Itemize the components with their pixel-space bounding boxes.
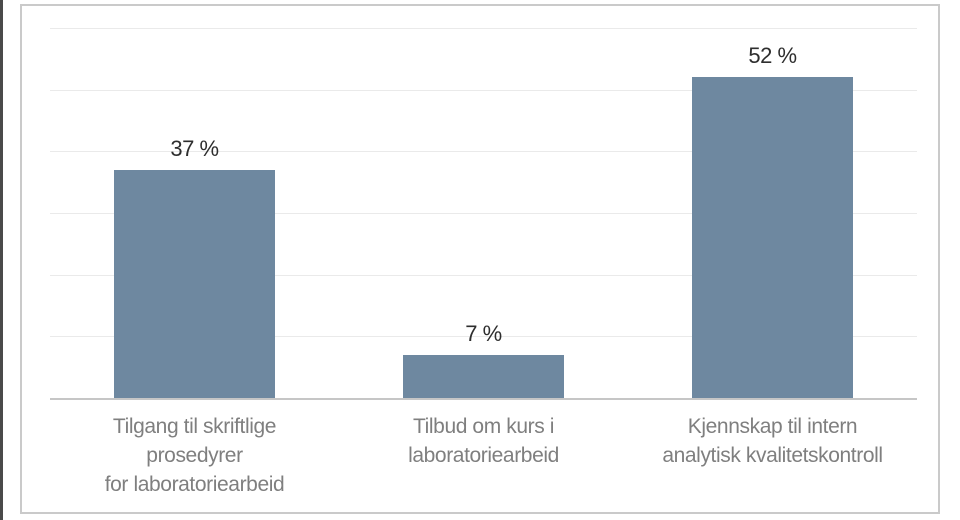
category-label-line: Kjennskap til intern: [687, 415, 858, 438]
gridline: [50, 89, 917, 91]
category-label-line: analytisk kvalitetskontroll: [662, 444, 883, 467]
gridline: [50, 274, 917, 276]
scan-edge-artifact: [0, 0, 3, 520]
gridline: [50, 28, 917, 29]
bar-value-label: 52 %: [748, 43, 797, 69]
bar: [692, 77, 853, 398]
bar-value-label: 37 %: [170, 135, 219, 161]
category-label: Tilgang til skriftlige prosedyrer for labo…: [50, 412, 339, 499]
category-label-line: for laboratoriearbeid: [104, 473, 285, 496]
gridline: [50, 213, 917, 214]
bar: [114, 169, 275, 398]
gridline: [50, 151, 917, 153]
category-label-line: laboratoriearbeid: [408, 444, 559, 467]
gridline: [50, 336, 917, 338]
bar-value-label: 7 %: [465, 320, 502, 346]
bar-slot: 7 %: [339, 28, 628, 398]
bar: [403, 354, 564, 398]
category-axis: Tilgang til skriftlige prosedyrer for labo…: [50, 412, 917, 512]
chart-frame: 37 % 7 % 52 % Tilgang til skriftlige prosed…: [20, 4, 940, 514]
bar-slot: 37 %: [50, 28, 339, 398]
category-label-line: Tilgang til skriftlige: [112, 415, 277, 438]
category-label-line: prosedyrer: [146, 444, 243, 467]
category-label-line: Tilbud om kurs i: [412, 415, 555, 438]
category-label: Tilbud om kurs i laboratoriearbeid: [339, 412, 628, 470]
bar-slot: 52 %: [628, 28, 917, 398]
category-label: Kjennskap til intern analytisk kvalitetsk…: [628, 412, 917, 470]
plot-area: 37 % 7 % 52 %: [50, 28, 917, 400]
